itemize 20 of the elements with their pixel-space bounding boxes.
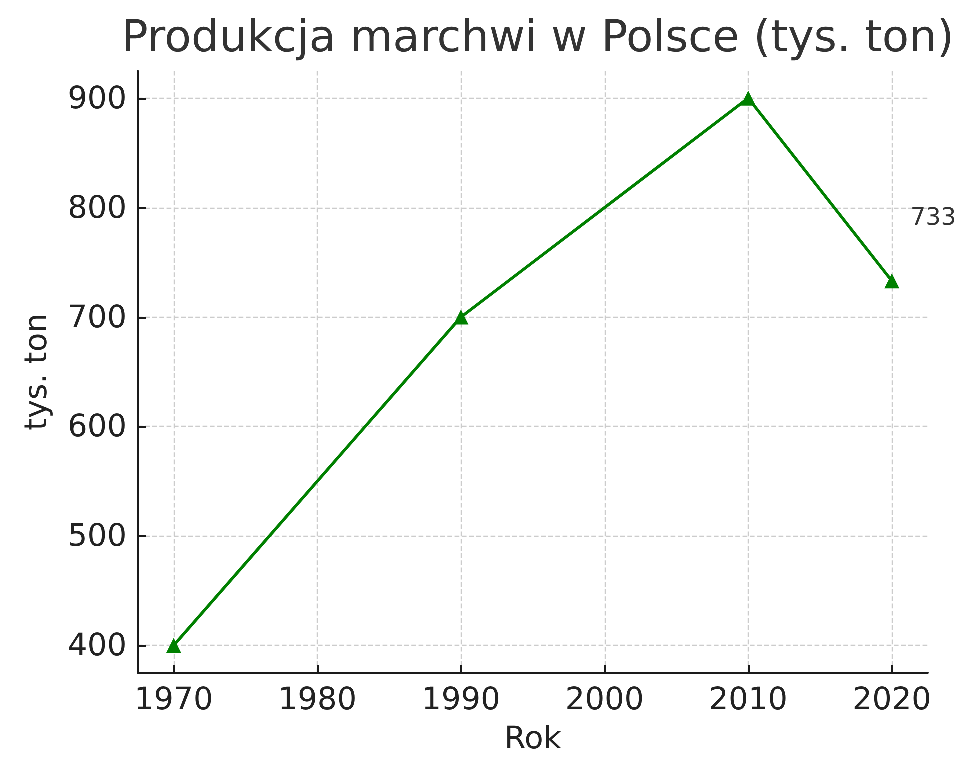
x-tick-label: 2020 xyxy=(852,682,932,718)
y-tick-label: 400 xyxy=(68,628,127,664)
x-tick-label: 2010 xyxy=(709,682,788,718)
y-tick-label: 700 xyxy=(68,299,127,336)
y-axis-title: tys. ton xyxy=(18,313,54,431)
x-tick-label: 2000 xyxy=(565,682,644,718)
x-tick-label: 1980 xyxy=(278,682,357,718)
point xyxy=(884,274,900,289)
point xyxy=(454,310,469,325)
x-tick-label: 1970 xyxy=(134,682,214,718)
y-tick-label: 500 xyxy=(68,518,127,554)
y-tick-label: 800 xyxy=(68,190,127,226)
x-axis-title: Rok xyxy=(504,720,562,756)
y-tick-label: 900 xyxy=(68,80,127,116)
point xyxy=(740,90,756,106)
chart-title: Produkcja marchwi w Polsce (tys. ton) xyxy=(122,12,954,62)
y-tick-label: 600 xyxy=(68,408,127,445)
data-label: 733 xyxy=(910,203,956,232)
x-tick-label: 1990 xyxy=(422,682,501,718)
point xyxy=(166,638,182,654)
